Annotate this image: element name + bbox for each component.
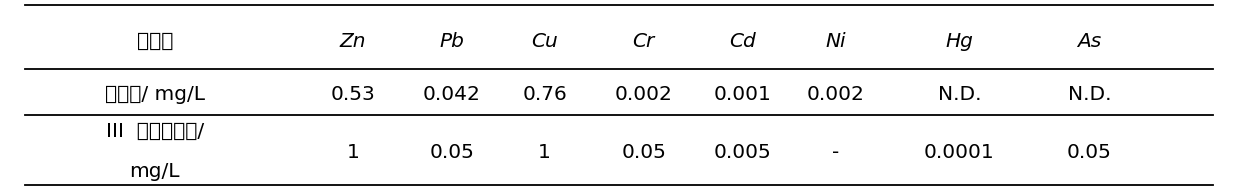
Text: 0.005: 0.005 xyxy=(714,143,771,162)
Text: 0.05: 0.05 xyxy=(621,143,666,162)
Text: Hg: Hg xyxy=(946,32,973,51)
Text: 0.05: 0.05 xyxy=(430,143,474,162)
Text: 1: 1 xyxy=(347,143,359,162)
Text: Cd: Cd xyxy=(729,32,756,51)
Text: Cu: Cu xyxy=(531,32,558,51)
Text: N.D.: N.D. xyxy=(937,85,982,104)
Text: 0.042: 0.042 xyxy=(423,85,480,104)
Text: 0.76: 0.76 xyxy=(522,85,567,104)
Text: N.D.: N.D. xyxy=(1067,85,1112,104)
Text: III  类水体标准/: III 类水体标准/ xyxy=(105,122,204,141)
Text: Zn: Zn xyxy=(339,32,366,51)
Text: -: - xyxy=(832,143,839,162)
Text: 重金属: 重金属 xyxy=(136,32,173,51)
Text: 浸出量/ mg/L: 浸出量/ mg/L xyxy=(105,85,204,104)
Text: Pb: Pb xyxy=(439,32,464,51)
Text: 1: 1 xyxy=(539,143,551,162)
Text: 0.0001: 0.0001 xyxy=(924,143,995,162)
Text: Cr: Cr xyxy=(633,32,655,51)
Text: 0.002: 0.002 xyxy=(615,85,672,104)
Text: As: As xyxy=(1077,32,1102,51)
Text: 0.001: 0.001 xyxy=(714,85,771,104)
Text: Ni: Ni xyxy=(826,32,846,51)
Text: 0.002: 0.002 xyxy=(807,85,864,104)
Text: 0.05: 0.05 xyxy=(1067,143,1112,162)
Text: 0.53: 0.53 xyxy=(331,85,375,104)
Text: mg/L: mg/L xyxy=(130,162,180,181)
